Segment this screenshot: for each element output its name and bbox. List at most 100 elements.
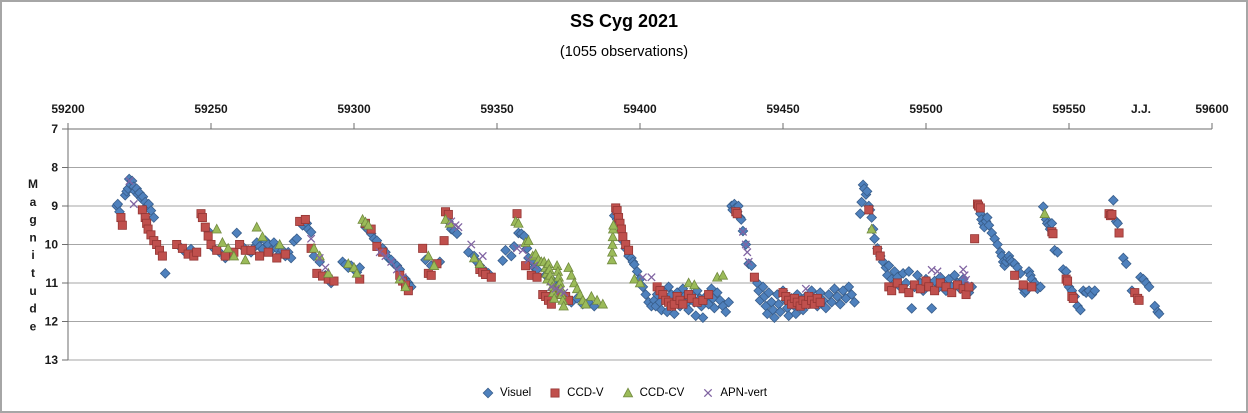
data-point — [749, 272, 759, 282]
data-point — [875, 251, 885, 261]
y-tick-label: 9 — [51, 199, 58, 213]
data-point — [1048, 229, 1058, 239]
data-point — [1052, 246, 1063, 258]
data-point — [883, 260, 895, 272]
y-axis-title-letter: i — [31, 248, 34, 262]
data-point — [864, 205, 874, 215]
data-point — [580, 298, 591, 309]
data-point — [607, 231, 619, 242]
data-point — [246, 245, 256, 255]
data-point — [363, 219, 374, 230]
x-tick-label: 59600 — [1195, 102, 1229, 116]
data-point — [392, 265, 402, 274]
y-tick-label: 11 — [45, 276, 58, 290]
data-point — [708, 302, 720, 314]
data-point — [235, 239, 245, 249]
data-point — [960, 271, 969, 280]
data-point — [440, 213, 451, 224]
data-point — [1114, 228, 1124, 238]
data-point — [228, 250, 240, 261]
data-point — [606, 254, 618, 265]
data-point — [608, 219, 619, 230]
data-point — [192, 247, 202, 257]
data-point — [629, 273, 640, 284]
data-point — [518, 246, 527, 255]
data-point — [200, 222, 210, 232]
data-point — [1120, 258, 1132, 270]
data-point — [513, 217, 524, 228]
data-point — [505, 250, 517, 262]
data-point — [861, 186, 873, 197]
y-tick-label: 12 — [45, 315, 59, 329]
data-point — [563, 261, 574, 272]
data-point — [975, 203, 985, 213]
data-point — [375, 248, 384, 257]
data-point — [826, 296, 837, 308]
data-point — [983, 219, 995, 231]
data-point — [159, 268, 171, 279]
data-point — [815, 297, 825, 307]
data-point — [834, 298, 846, 310]
data-point — [291, 233, 303, 245]
data-point — [423, 250, 434, 261]
data-point — [683, 277, 694, 288]
y-axis-title-letter: a — [30, 195, 37, 209]
data-point — [624, 245, 634, 255]
data-point — [738, 227, 748, 236]
data-point — [137, 205, 147, 215]
data-point — [555, 286, 565, 295]
data-point — [251, 221, 263, 232]
x-tick-label: 59500 — [909, 102, 943, 116]
x-marker-icon — [704, 388, 713, 398]
data-point — [964, 282, 974, 292]
data-point — [904, 288, 914, 298]
x-tick-label: 59200 — [51, 102, 85, 116]
data-point — [206, 239, 216, 249]
data-point — [566, 269, 577, 280]
data-point — [177, 243, 187, 253]
square-marker-icon — [550, 388, 560, 398]
data-point — [1027, 282, 1037, 292]
data-point — [454, 223, 463, 232]
data-point — [474, 258, 486, 269]
data-point — [970, 234, 980, 244]
x-tick-label: 59450 — [766, 102, 800, 116]
data-point — [856, 196, 868, 208]
y-axis-title-letter: n — [29, 230, 36, 244]
data-point — [439, 236, 449, 246]
data-point — [315, 253, 324, 263]
y-axis-title-letter: t — [31, 266, 35, 280]
data-point — [829, 283, 840, 295]
y-tick-label: 7 — [51, 122, 58, 136]
y-tick-label: 10 — [45, 238, 59, 252]
data-point — [903, 266, 915, 277]
legend: Visuel CCD-V CCD-CV APN-vert — [2, 387, 1246, 399]
chart-title: SS Cyg 2021 — [569, 11, 679, 31]
legend-item-visuel: Visuel — [481, 387, 531, 399]
data-point — [597, 298, 609, 309]
legend-item-apn-vert: APN-vert — [701, 387, 767, 399]
data-point — [949, 269, 960, 281]
data-point — [663, 281, 674, 293]
data-point — [697, 312, 709, 324]
data-point — [631, 266, 643, 277]
data-point — [717, 269, 729, 280]
data-point — [668, 308, 680, 320]
data-point — [831, 291, 843, 302]
data-point — [704, 388, 713, 398]
y-axis-title-letter: g — [29, 213, 36, 227]
data-point — [1089, 285, 1101, 297]
data-point — [640, 289, 652, 300]
data-point — [854, 208, 866, 220]
data-point — [1035, 281, 1046, 293]
data-point — [263, 247, 273, 257]
data-point — [463, 246, 474, 258]
data-point — [732, 209, 742, 219]
data-point — [212, 245, 222, 255]
data-point — [550, 388, 560, 398]
data-point — [607, 238, 618, 249]
data-point — [947, 288, 957, 298]
data-point — [843, 281, 855, 293]
data-point — [711, 287, 723, 298]
